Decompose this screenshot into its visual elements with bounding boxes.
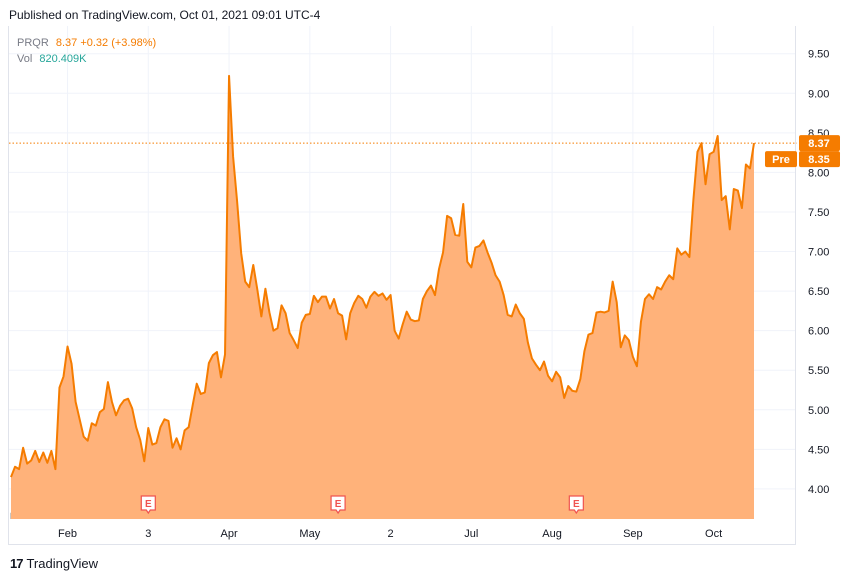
- earnings-marker[interactable]: E: [568, 495, 584, 515]
- y-tick-label: 4.50: [808, 444, 829, 456]
- earnings-marker[interactable]: E: [330, 495, 346, 515]
- x-tick-label: Sep: [623, 528, 643, 540]
- y-tick-label: 5.00: [808, 405, 829, 417]
- earnings-marker-label: E: [573, 499, 580, 510]
- x-tick-label: Aug: [542, 528, 562, 540]
- price-change-value: +0.32 (+3.98%): [80, 37, 157, 49]
- price-line: [10, 74, 755, 478]
- x-tick-label: May: [299, 528, 320, 540]
- price-axis[interactable]: 9.509.008.508.007.507.006.506.005.505.00…: [808, 49, 829, 496]
- x-tick-label: 3: [145, 528, 151, 540]
- y-tick-label: 9.50: [808, 49, 829, 61]
- last-price-badge-label: 8.37: [808, 138, 829, 150]
- earnings-marker-label: E: [145, 499, 152, 510]
- earnings-marker-shape: [140, 495, 156, 515]
- y-tick-label: 7.00: [808, 247, 829, 259]
- y-tick-label: 9.00: [808, 88, 829, 100]
- y-tick-label: 4.00: [808, 484, 829, 496]
- x-tick-label: Apr: [220, 528, 237, 540]
- plot-area[interactable]: [8, 26, 796, 545]
- x-tick-label: Oct: [705, 528, 722, 540]
- pre-market-price-label: 8.35: [808, 154, 829, 166]
- price-area-fill: [11, 75, 754, 519]
- earnings-marker-shape: [330, 495, 346, 515]
- last-price-value: 8.37: [55, 37, 78, 49]
- pre-market-tag-label: Pre: [772, 154, 790, 166]
- tradingview-logo[interactable]: 17 TradingView: [10, 556, 98, 571]
- published-caption: Published on TradingView.com, Oct 01, 20…: [9, 8, 321, 22]
- tradingview-brand-text: TradingView: [26, 556, 99, 571]
- volume-value: 820.409K: [39, 53, 87, 65]
- symbol-legend: PRQR 8.37 +0.32 (+3.98%) Vol 820.409K: [17, 35, 156, 67]
- earnings-marker-label: E: [335, 499, 342, 510]
- earnings-marker-shape: [568, 495, 584, 515]
- pre-market-badge: Pre 8.35: [765, 151, 840, 168]
- x-tick-label: Feb: [58, 528, 77, 540]
- last-price-badge: 8.37: [799, 135, 840, 152]
- tradingview-logo-icon: 17: [10, 556, 24, 571]
- legend-volume-row: Vol 820.409K: [17, 51, 156, 67]
- x-tick-label: 2: [388, 528, 394, 540]
- earnings-marker[interactable]: E: [140, 495, 156, 515]
- y-tick-label: 7.50: [808, 207, 829, 219]
- y-tick-label: 6.00: [808, 326, 829, 338]
- y-tick-label: 6.50: [808, 286, 829, 298]
- volume-label[interactable]: Vol: [17, 53, 33, 65]
- y-tick-label: 5.50: [808, 365, 829, 377]
- x-tick-label: Jul: [464, 528, 478, 540]
- y-tick-label: 8.00: [808, 167, 829, 179]
- symbol-ticker[interactable]: PRQR: [17, 37, 49, 49]
- legend-price-row: PRQR 8.37 +0.32 (+3.98%): [17, 35, 156, 51]
- time-axis[interactable]: Feb 3 Apr May 2 Jul Aug Sep Oct: [58, 528, 722, 540]
